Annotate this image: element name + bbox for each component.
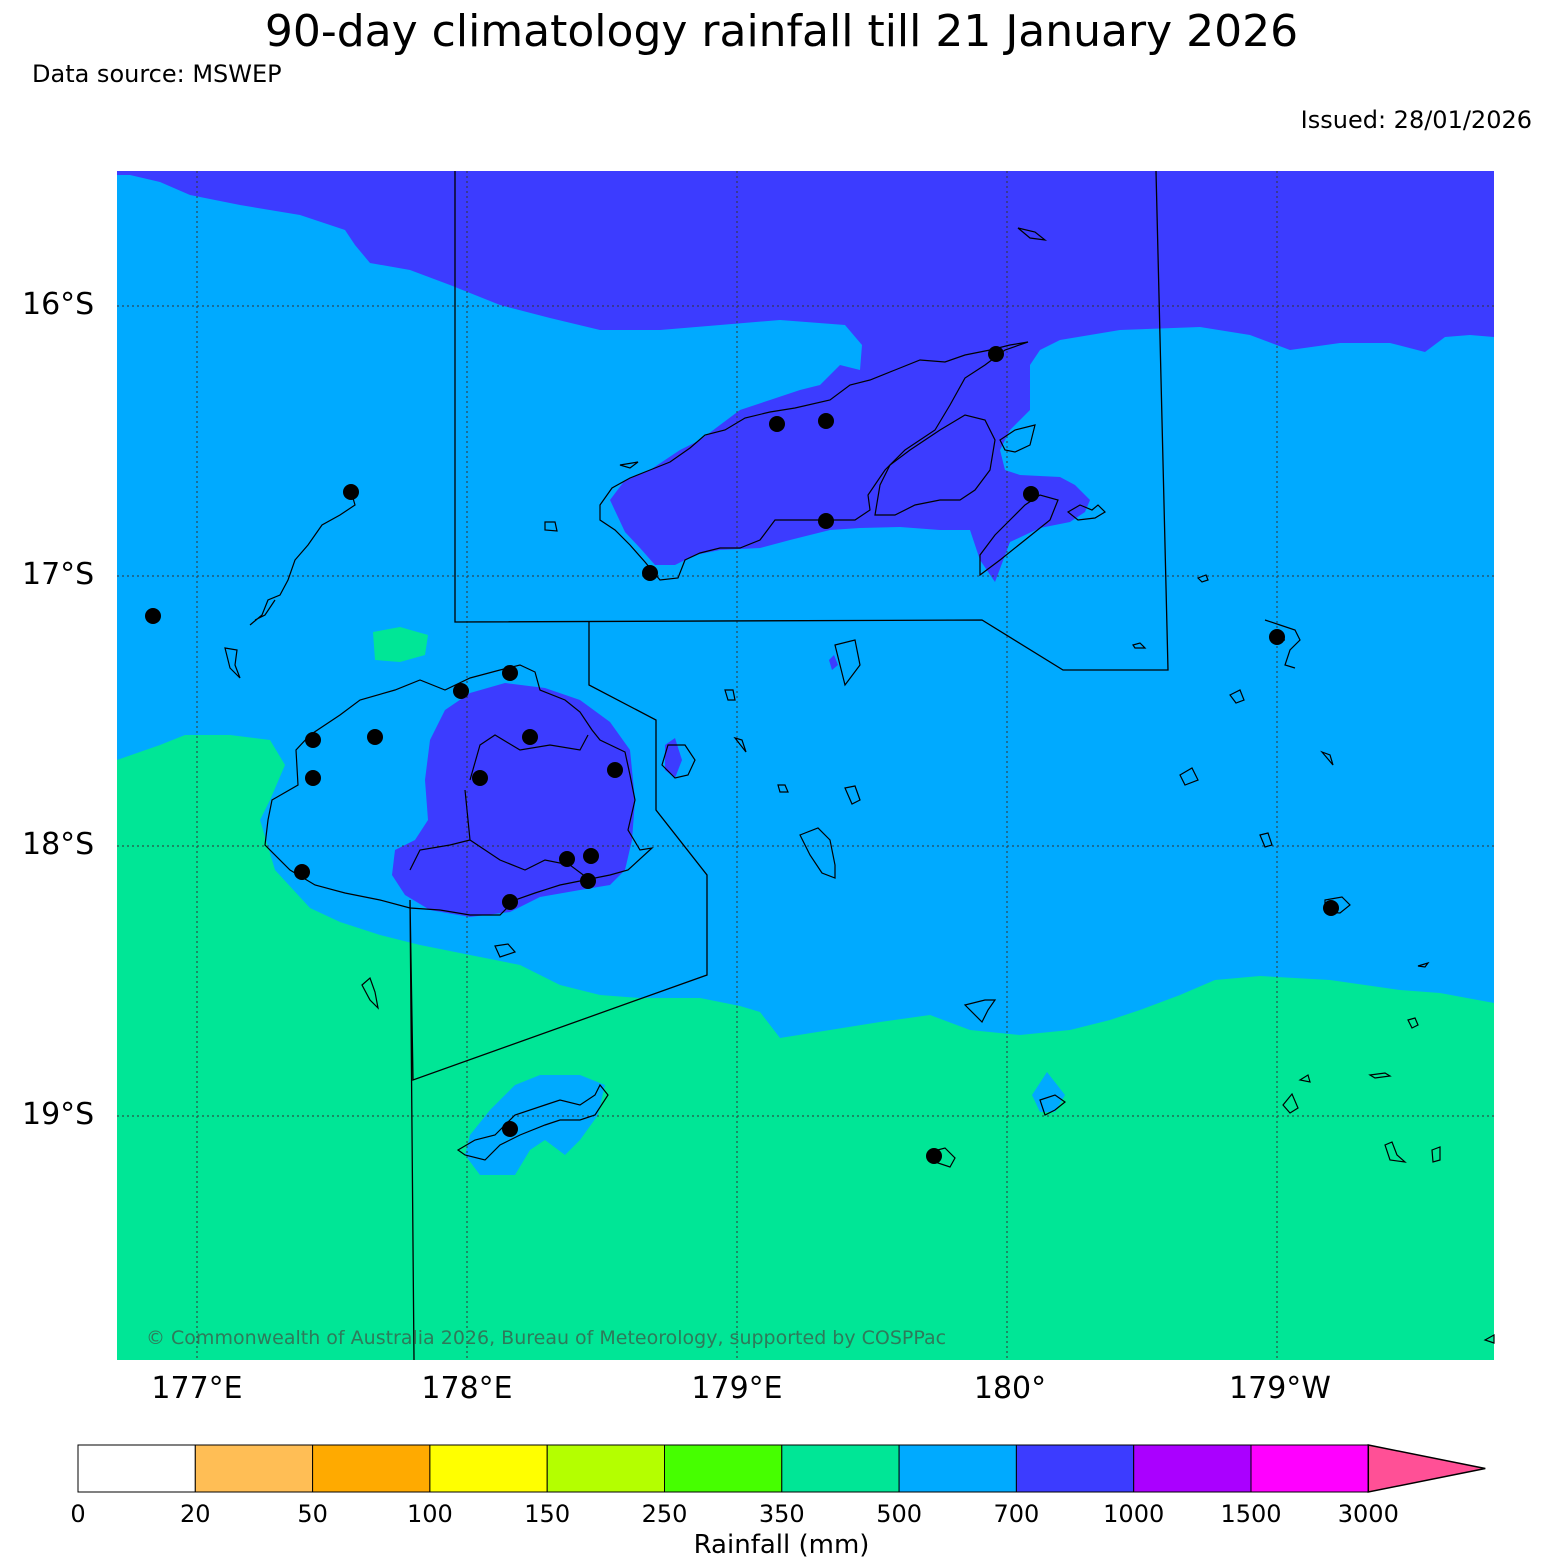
- zone-350-500-patch: [373, 627, 428, 662]
- colorbar-tick-label: 20: [180, 1500, 211, 1528]
- station-marker: [988, 346, 1004, 362]
- colorbar-segment: [664, 1444, 783, 1493]
- colorbar-segment: [546, 1444, 666, 1493]
- station-marker: [305, 732, 321, 748]
- zone-700-1000-north: [117, 171, 1494, 582]
- station-marker: [559, 851, 575, 867]
- colorbar-tick-label: 700: [993, 1500, 1040, 1528]
- colorbar-label: Rainfall (mm): [693, 1530, 870, 1560]
- station-marker: [1269, 629, 1285, 645]
- colorbar-tick-label: 500: [876, 1500, 922, 1528]
- colorbar-segment: [898, 1444, 1017, 1493]
- colorbar-segment: [1133, 1444, 1252, 1493]
- lon-label-178e: 178°E: [421, 1371, 513, 1406]
- zone-500-700-kadavu: [465, 1075, 605, 1175]
- lon-label-179w: 179°W: [1229, 1371, 1331, 1406]
- station-marker: [367, 729, 383, 745]
- zone-700-1000-islet2: [829, 655, 838, 670]
- copyright-notice: © Commonwealth of Australia 2026, Bureau…: [146, 1327, 947, 1349]
- station-marker: [769, 416, 785, 432]
- station-marker: [818, 413, 834, 429]
- station-marker: [580, 873, 596, 889]
- graticule: [117, 171, 1494, 1360]
- colorbar-segment: [312, 1444, 431, 1493]
- station-marker: [522, 729, 538, 745]
- lon-label-179e: 179°E: [691, 1371, 783, 1406]
- station-marker: [583, 848, 599, 864]
- lat-label-18s: 18°S: [22, 827, 95, 862]
- lon-label-177e: 177°E: [151, 1371, 243, 1406]
- colorbar-segment: [194, 1444, 314, 1493]
- colorbar-segment: [781, 1444, 900, 1493]
- station-marker: [343, 484, 359, 500]
- station-marker: [607, 762, 623, 778]
- colorbar-tick-label: 350: [758, 1500, 805, 1528]
- colorbar-tick-label: 3000: [1337, 1500, 1399, 1528]
- colorbar-tick-label: 1000: [1103, 1500, 1165, 1528]
- colorbar-extend-arrow: [1367, 1444, 1486, 1493]
- map-title: 90-day climatology rainfall till 21 Janu…: [264, 6, 1299, 57]
- colorbar-tick-label: 50: [297, 1500, 328, 1528]
- station-marker: [502, 665, 518, 681]
- station-marker: [818, 513, 834, 529]
- station-marker: [642, 565, 658, 581]
- station-marker: [453, 683, 469, 699]
- station-marker: [1023, 486, 1039, 502]
- station-marker: [145, 608, 161, 624]
- data-source: Data source: MSWEP: [32, 60, 282, 88]
- lat-label-19s: 19°S: [22, 1097, 95, 1132]
- lat-label-17s: 17°S: [22, 557, 95, 592]
- station-marker: [472, 770, 488, 786]
- colorbar-tick-label: 150: [524, 1500, 571, 1528]
- colorbar: [77, 1444, 1486, 1493]
- colorbar-tick-label: 1500: [1220, 1500, 1282, 1528]
- colorbar-segment: [1250, 1444, 1369, 1493]
- colorbar-tick-label: 0: [70, 1500, 86, 1528]
- colorbar-segment: [429, 1444, 548, 1493]
- station-marker: [294, 864, 310, 880]
- colorbar-segment: [1015, 1444, 1135, 1493]
- lat-label-16s: 16°S: [22, 287, 95, 322]
- colorbar-segment: [77, 1444, 196, 1493]
- station-marker: [502, 894, 518, 910]
- lon-label-180: 180°: [973, 1371, 1047, 1406]
- division-boundaries: [409, 170, 1169, 1361]
- zone-700-1000-islet: [665, 738, 682, 778]
- colorbar-tick-label: 100: [406, 1500, 453, 1528]
- station-marker: [305, 770, 321, 786]
- station-marker: [1323, 900, 1339, 916]
- station-markers: [145, 346, 1339, 1164]
- issued-date: Issued: 28/01/2026: [1300, 106, 1532, 134]
- colorbar-tick-label: 250: [641, 1500, 688, 1528]
- station-marker: [502, 1121, 518, 1137]
- station-marker: [926, 1148, 942, 1164]
